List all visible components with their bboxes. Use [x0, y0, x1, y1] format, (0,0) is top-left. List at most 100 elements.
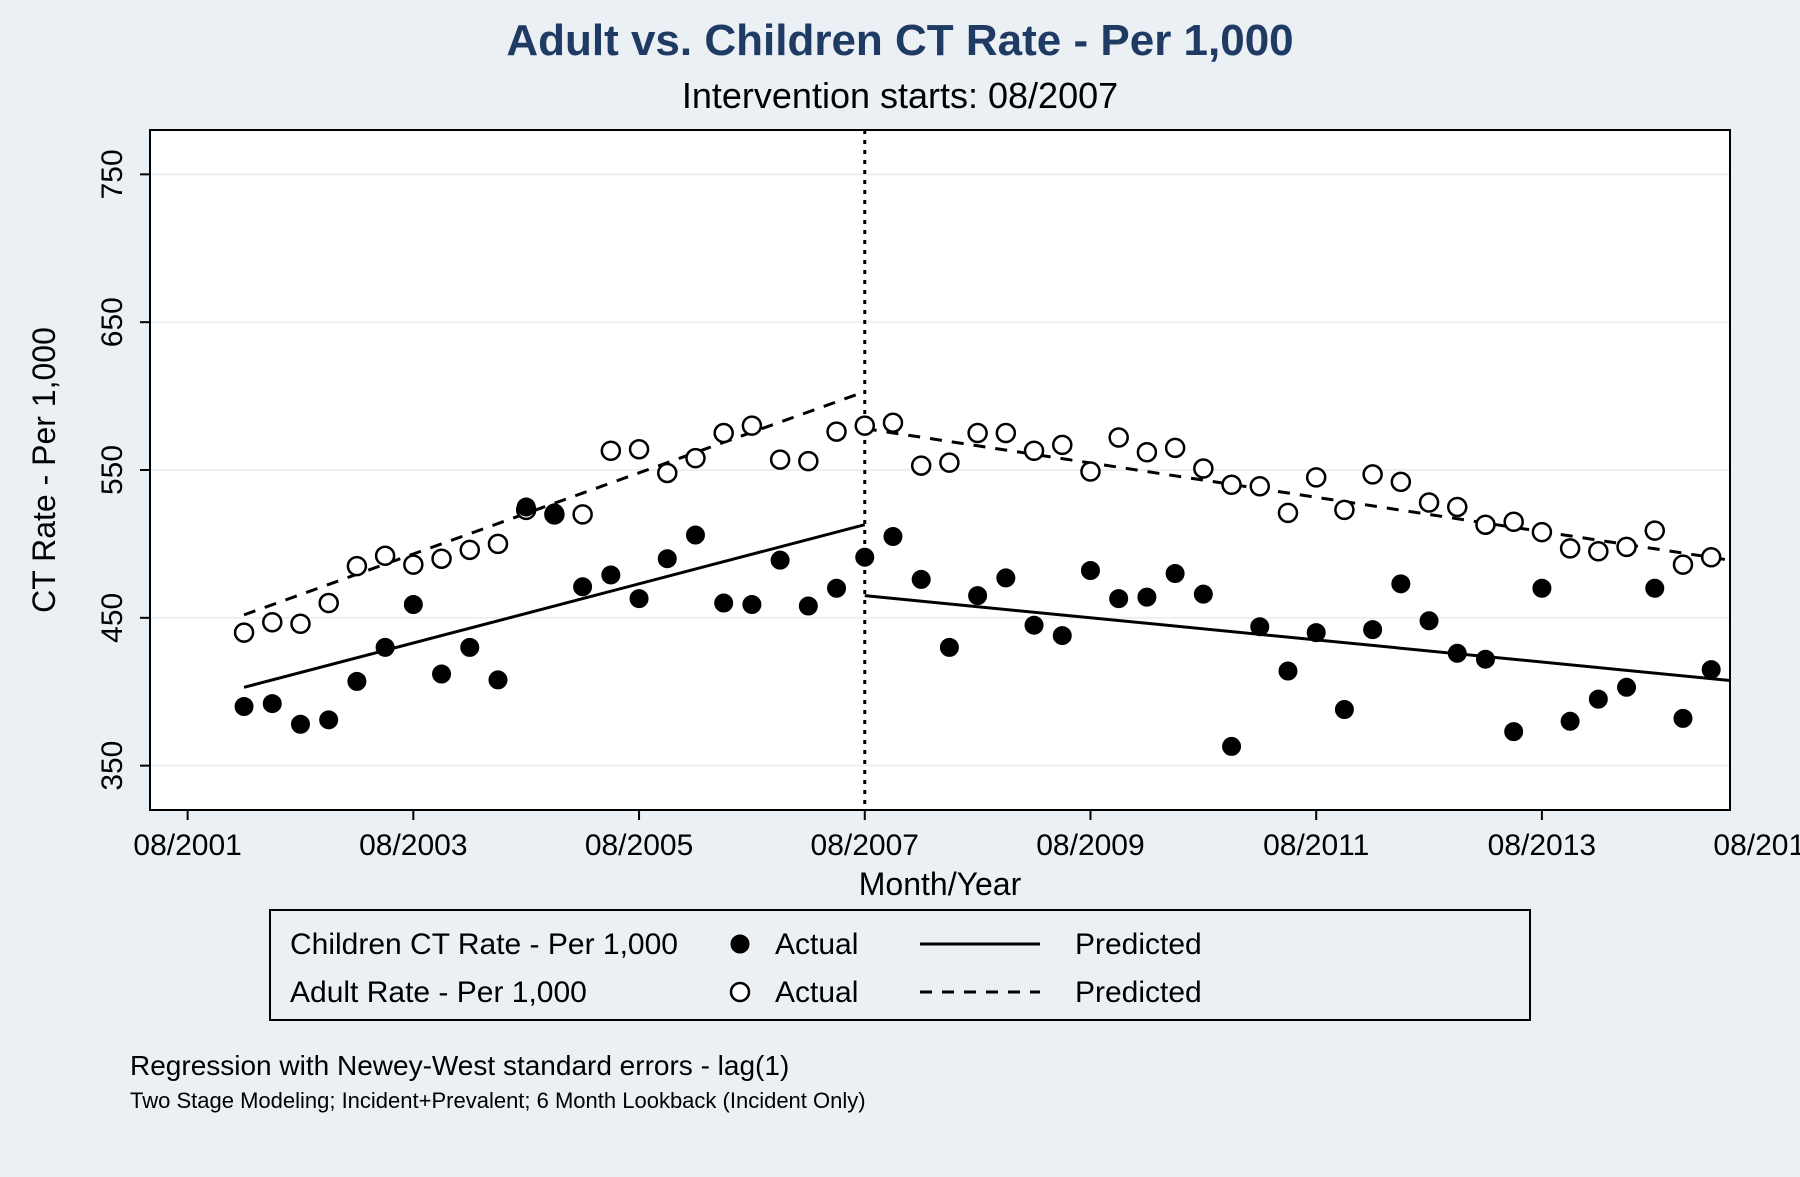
adult-actual-point: [461, 541, 479, 559]
children-actual-point: [235, 698, 253, 716]
adult-actual-point: [1279, 504, 1297, 522]
adult-actual-point: [771, 451, 789, 469]
adult-actual-point: [1674, 556, 1692, 574]
adult-actual-point: [1618, 538, 1636, 556]
children-actual-point: [686, 526, 704, 544]
adult-actual-point: [1166, 439, 1184, 457]
adult-actual-point: [404, 556, 422, 574]
adult-actual-point: [658, 464, 676, 482]
adult-actual-point: [1025, 442, 1043, 460]
children-actual-point: [1166, 564, 1184, 582]
children-actual-point: [517, 498, 535, 516]
children-actual-point: [630, 590, 648, 608]
adult-actual-point: [1138, 443, 1156, 461]
adult-actual-point: [856, 417, 874, 435]
adult-actual-point: [574, 505, 592, 523]
children-actual-point: [602, 566, 620, 584]
children-actual-point: [1646, 579, 1664, 597]
adult-actual-point: [1110, 428, 1128, 446]
xtick-label: 08/2011: [1263, 829, 1369, 862]
legend-predicted-label: Predicted: [1075, 928, 1202, 961]
adult-actual-point: [1533, 523, 1551, 541]
children-actual-point: [771, 551, 789, 569]
legend-actual-label: Actual: [775, 976, 858, 1009]
adult-actual-point: [1448, 498, 1466, 516]
chart-svg: Adult vs. Children CT Rate - Per 1,000 In…: [0, 0, 1800, 1177]
children-actual-point: [1110, 590, 1128, 608]
children-actual-point: [433, 665, 451, 683]
xtick-label: 08/2013: [1488, 829, 1596, 862]
children-actual-point: [1392, 575, 1410, 593]
children-actual-point: [997, 569, 1015, 587]
legend-series-label: Children CT Rate - Per 1,000: [290, 928, 678, 961]
children-actual-point: [1307, 624, 1325, 642]
xtick-label: 08/2005: [585, 829, 693, 862]
children-actual-point: [1476, 650, 1494, 668]
children-actual-point: [1505, 723, 1523, 741]
ytick-label: 450: [96, 593, 129, 643]
adult-actual-point: [348, 557, 366, 575]
adult-actual-point: [1646, 522, 1664, 540]
adult-actual-point: [1589, 542, 1607, 560]
legend-predicted-label: Predicted: [1075, 976, 1202, 1009]
y-axis-label: CT Rate - Per 1,000: [26, 327, 62, 613]
adult-actual-point: [1702, 548, 1720, 566]
children-actual-point: [799, 597, 817, 615]
adult-actual-point: [799, 452, 817, 470]
children-actual-point: [658, 550, 676, 568]
adult-actual-point: [686, 449, 704, 467]
adult-actual-point: [1335, 501, 1353, 519]
xtick-label: 08/2003: [359, 829, 467, 862]
adult-actual-point: [489, 535, 507, 553]
children-actual-point: [1364, 621, 1382, 639]
children-actual-point: [828, 579, 846, 597]
children-actual-point: [376, 638, 394, 656]
adult-actual-point: [884, 414, 902, 432]
xtick-label: 08/2009: [1036, 829, 1144, 862]
children-actual-point: [1025, 616, 1043, 634]
legend-actual-label: Actual: [775, 928, 858, 961]
children-actual-point: [940, 638, 958, 656]
adult-actual-point: [1251, 477, 1269, 495]
children-actual-point: [969, 587, 987, 605]
ytick-label: 650: [96, 297, 129, 347]
children-actual-point: [461, 638, 479, 656]
adult-actual-point: [912, 457, 930, 475]
adult-actual-point: [235, 624, 253, 642]
children-actual-point: [1448, 644, 1466, 662]
xtick-label: 08/2001: [133, 829, 241, 862]
adult-actual-point: [1420, 494, 1438, 512]
children-actual-point: [1081, 562, 1099, 580]
adult-actual-point: [376, 547, 394, 565]
children-actual-point: [404, 596, 422, 614]
adult-actual-point: [1223, 476, 1241, 494]
children-actual-point: [489, 671, 507, 689]
children-actual-point: [1589, 690, 1607, 708]
children-actual-point: [348, 672, 366, 690]
xtick-label: 08/2007: [811, 829, 919, 862]
adult-actual-point: [828, 423, 846, 441]
children-actual-point: [884, 528, 902, 546]
adult-actual-point: [1053, 436, 1071, 454]
x-axis-label: Month/Year: [859, 866, 1022, 902]
adult-actual-point: [320, 594, 338, 612]
adult-actual-point: [1505, 513, 1523, 531]
chart-subtitle: Intervention starts: 08/2007: [682, 75, 1118, 116]
children-actual-point: [856, 548, 874, 566]
legend-series-label: Adult Rate - Per 1,000: [290, 976, 587, 1009]
footnote-2: Two Stage Modeling; Incident+Prevalent; …: [130, 1088, 866, 1113]
children-actual-point: [743, 596, 761, 614]
children-actual-point: [1138, 588, 1156, 606]
adult-actual-point: [263, 613, 281, 631]
adult-actual-point: [630, 440, 648, 458]
children-actual-point: [1053, 627, 1071, 645]
adult-actual-point: [1476, 516, 1494, 534]
chart-title: Adult vs. Children CT Rate - Per 1,000: [506, 16, 1293, 65]
adult-actual-point: [433, 550, 451, 568]
children-actual-point: [1533, 579, 1551, 597]
children-actual-point: [1702, 661, 1720, 679]
children-actual-point: [1420, 612, 1438, 630]
children-actual-point: [545, 504, 563, 522]
children-actual-point: [1618, 678, 1636, 696]
adult-actual-point: [1392, 473, 1410, 491]
